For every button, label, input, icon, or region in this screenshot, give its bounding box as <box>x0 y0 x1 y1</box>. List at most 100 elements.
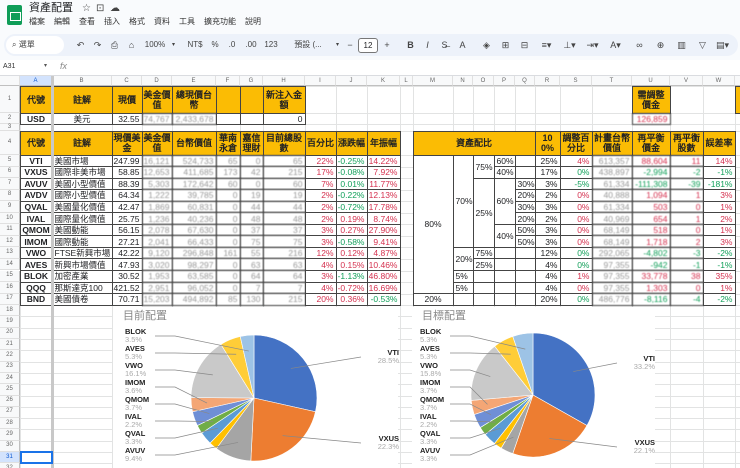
italic-icon[interactable]: I <box>426 40 429 50</box>
row-header-7[interactable]: 7 <box>0 178 20 190</box>
menu-search[interactable]: ⌕ 選單 <box>6 36 64 54</box>
increase-font-size-button[interactable]: + <box>384 40 390 50</box>
column-header-A[interactable]: A <box>20 76 52 86</box>
row-header-30[interactable]: 30 <box>0 440 20 453</box>
allocation-header-cell[interactable]: 誤差率 <box>702 130 736 156</box>
allocation-ratio-cell[interactable]: 60% <box>493 177 516 225</box>
text-color-icon[interactable]: A <box>459 40 466 50</box>
zoom-dropdown-icon[interactable]: ▾ <box>171 42 175 48</box>
empty-cell[interactable] <box>493 293 516 306</box>
row-header-26[interactable]: 26 <box>0 395 20 407</box>
menu-item[interactable]: 格式 <box>129 17 145 26</box>
pie-slice-vxus[interactable] <box>250 397 316 462</box>
decrease-decimal[interactable]: .0 <box>228 40 236 49</box>
frozen-column-divider[interactable] <box>51 76 54 468</box>
allocation-header-cell[interactable]: 100% <box>534 130 561 156</box>
allocation-ratio-cell[interactable]: 70% <box>452 154 474 248</box>
usd-row-cell[interactable]: 2,433,678 <box>171 112 217 125</box>
row-header-6[interactable]: 6 <box>0 166 20 179</box>
column-header-V[interactable]: V <box>670 76 703 86</box>
link-icon[interactable]: ∞ <box>636 40 643 50</box>
column-header-Q[interactable]: Q <box>515 76 535 86</box>
pie-slice-vti[interactable] <box>532 332 596 427</box>
usd-row-cell[interactable] <box>215 112 241 125</box>
usd-row-cell[interactable]: 74,767 <box>141 112 173 125</box>
font-select[interactable]: 預設 (... <box>294 40 322 49</box>
spreadsheet-grid[interactable]: ABCDEFGHIJKLMNOPQRSTUVWX1234567891011121… <box>0 76 740 468</box>
currency-format[interactable]: NT$ <box>187 40 203 49</box>
allocation-header-cell[interactable]: 調整百分比 <box>559 130 593 156</box>
column-header-W[interactable]: W <box>703 76 735 86</box>
column-header-E[interactable]: E <box>172 76 216 86</box>
column-header-B[interactable]: B <box>52 76 112 86</box>
usd-row-cell[interactable]: 美元 <box>51 112 113 125</box>
row-header-4[interactable]: 4 <box>0 131 20 155</box>
allocation-ratio-cell[interactable]: 75% <box>472 154 495 179</box>
allocation-cell[interactable]: -4 <box>669 293 704 306</box>
chart-icon[interactable]: ▥ <box>677 40 686 50</box>
usd-row-cell[interactable]: USD <box>19 112 53 125</box>
column-header-M[interactable]: M <box>413 76 453 86</box>
column-header-U[interactable]: U <box>632 76 670 86</box>
allocation-ratio-cell[interactable]: 50% <box>514 235 536 248</box>
row-header-12[interactable]: 12 <box>0 235 20 248</box>
increase-decimal[interactable]: .00 <box>245 40 257 49</box>
undo-icon[interactable]: ↶ <box>76 40 85 50</box>
usd-header-cell[interactable]: 美金價值 <box>141 85 173 114</box>
pie-slice-vxus[interactable] <box>512 394 588 458</box>
allocation-cell[interactable]: 486,776 <box>591 293 633 306</box>
merge-icon[interactable]: ⊟ <box>520 40 529 50</box>
holding-cell[interactable]: 20% <box>304 293 337 306</box>
holding-cell[interactable]: 0.36% <box>335 293 368 306</box>
column-header-X[interactable]: X <box>735 76 740 86</box>
pie-slice-vwo[interactable] <box>470 345 534 401</box>
decrease-font-size-button[interactable]: − <box>347 40 353 50</box>
selected-cell-A31[interactable] <box>20 451 53 465</box>
usd-header-cell[interactable]: 新注入金額 <box>262 85 306 114</box>
holding-cell[interactable]: 15,203 <box>141 293 173 306</box>
row-header-10[interactable]: 10 <box>0 212 20 225</box>
row-header-9[interactable]: 9 <box>0 201 20 213</box>
row-header-21[interactable]: 21 <box>0 339 20 351</box>
row-header-31[interactable]: 31 <box>0 452 20 464</box>
column-header-G[interactable]: G <box>240 76 263 86</box>
column-header-D[interactable]: D <box>142 76 172 86</box>
allocation-cell[interactable]: 20% <box>534 293 561 306</box>
name-box[interactable]: A31 <box>3 63 16 70</box>
pie-chart-current[interactable]: 目前配置 VTI 28.5% VXUS 22.3% AVUV 9.4% QVAL 3.3% IVA… <box>113 307 399 468</box>
rotate-icon[interactable]: A▾ <box>610 40 621 50</box>
holdings-header-cell[interactable]: 現價美金 <box>111 130 143 156</box>
menu-item[interactable]: 插入 <box>104 17 120 26</box>
number-format[interactable]: 123 <box>264 40 278 49</box>
menu-item[interactable]: 資料 <box>154 17 170 26</box>
usd-header-cell[interactable]: 註解 <box>51 85 113 114</box>
select-all-corner[interactable] <box>0 76 20 86</box>
valign-icon[interactable]: ⊥▾ <box>563 40 576 50</box>
row-header-28[interactable]: 28 <box>0 418 20 430</box>
borders-icon[interactable]: ⊞ <box>501 40 510 50</box>
align-icon[interactable]: ≡▾ <box>541 40 552 50</box>
allocation-ratio-cell[interactable]: 5% <box>452 281 474 295</box>
allocation-cell[interactable]: -2% <box>702 293 736 306</box>
row-header-8[interactable]: 8 <box>0 189 20 202</box>
more-icon[interactable]: ▤▾ <box>715 40 730 50</box>
holdings-header-cell[interactable]: 目前總股數 <box>262 130 306 156</box>
column-header-R[interactable]: R <box>535 76 560 86</box>
column-header-J[interactable]: J <box>336 76 367 86</box>
menu-item[interactable]: 說明 <box>245 17 261 26</box>
holding-cell[interactable]: 215 <box>262 293 306 306</box>
allocation-ratio-cell[interactable]: 40% <box>493 166 516 179</box>
row-header-3[interactable]: 3 <box>0 124 20 131</box>
move-folder-icon[interactable]: ⊡ <box>96 3 105 14</box>
star-icon[interactable]: ☆ <box>82 3 91 14</box>
usd-header-cell[interactable] <box>239 85 264 114</box>
redo-icon[interactable]: ↷ <box>93 40 102 50</box>
row-header-16[interactable]: 16 <box>0 282 20 294</box>
partial-header-cell[interactable] <box>734 85 740 114</box>
holding-cell[interactable]: 494,892 <box>171 293 217 306</box>
column-header-I[interactable]: I <box>305 76 336 86</box>
row-header-17[interactable]: 17 <box>0 293 20 306</box>
column-header-N[interactable]: N <box>453 76 473 86</box>
column-header-L[interactable]: L <box>400 76 413 86</box>
row-header-19[interactable]: 19 <box>0 316 20 328</box>
